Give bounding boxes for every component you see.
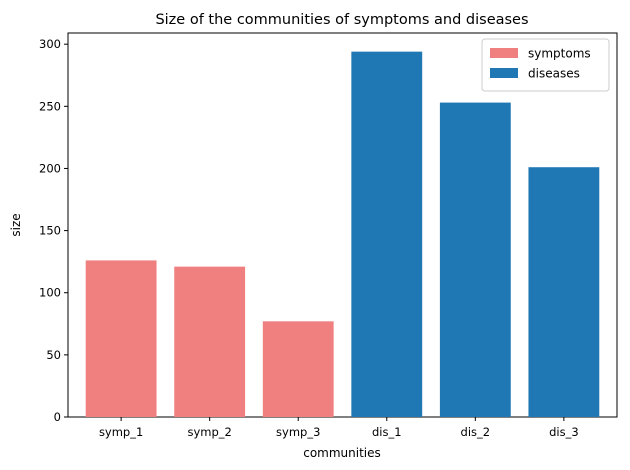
bar-dis_2 [439, 102, 511, 418]
y-tick-label-100: 100 [39, 286, 61, 300]
bar-dis_3 [528, 167, 600, 417]
bar-dis_1 [351, 51, 423, 417]
legend-swatch-diseases [490, 68, 518, 78]
bar-symp_1 [85, 260, 157, 417]
bar-symp_3 [262, 321, 334, 417]
x-axis-label: communities [303, 446, 381, 460]
chart-title: Size of the communities of symptoms and … [155, 12, 528, 28]
x-tick-label-symp_3: symp_3 [276, 425, 320, 439]
y-tick-label-200: 200 [39, 161, 61, 175]
y-axis: 0 50 100 150 200 250 300 [39, 37, 68, 424]
y-tick-label-50: 50 [46, 348, 61, 362]
legend: symptoms diseases [481, 38, 610, 92]
y-tick-label-150: 150 [39, 224, 61, 238]
x-tick-label-dis_3: dis_3 [549, 425, 579, 439]
plot-area-frame [67, 32, 618, 418]
x-tick-label-dis_1: dis_1 [372, 425, 402, 439]
x-tick-label-symp_2: symp_2 [187, 425, 231, 439]
y-tick-label-300: 300 [39, 37, 61, 51]
y-tick-label-0: 0 [54, 410, 61, 424]
bar-symp_2 [174, 266, 246, 417]
legend-swatch-symptoms [490, 48, 518, 58]
legend-label-symptoms: symptoms [528, 47, 591, 61]
bars-group [85, 51, 600, 418]
x-tick-label-dis_2: dis_2 [461, 425, 491, 439]
y-tick-label-250: 250 [39, 99, 61, 113]
x-tick-label-symp_1: symp_1 [99, 425, 143, 439]
legend-label-diseases: diseases [528, 67, 580, 81]
y-axis-label: size [9, 213, 23, 236]
x-axis: symp_1 symp_2 symp_3 dis_1 dis_2 dis_3 [99, 417, 579, 439]
